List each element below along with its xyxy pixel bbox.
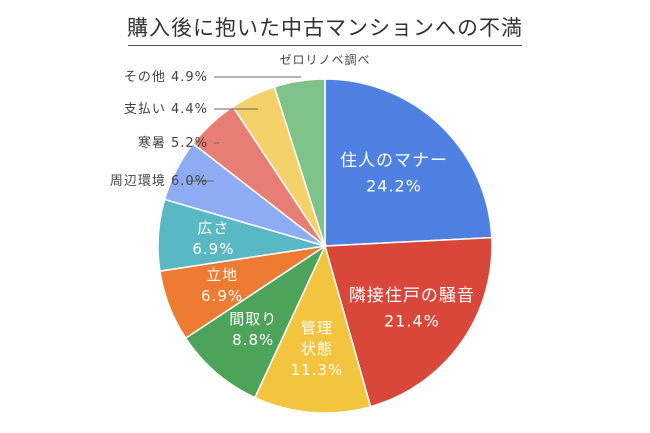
slice-label: 周辺環境 6.0% [110, 174, 208, 189]
chart-subtitle: ゼロリノベ調べ [279, 53, 371, 67]
slice-value: 21.4% [384, 311, 440, 330]
slice-label: 間取り [229, 310, 277, 328]
slice-label: 立地 [206, 266, 238, 284]
pie-slice [184, 243, 327, 399]
slices [157, 78, 493, 414]
pie-slice [324, 236, 493, 408]
slice-value: 4.9% [171, 70, 208, 85]
slice-value: 6.9% [201, 287, 243, 305]
title-underline [128, 45, 522, 46]
pie-slice [273, 78, 326, 247]
slice-value: 24.2% [366, 176, 422, 195]
slice-label: 管理 [301, 319, 333, 337]
chart-title: 購入後に抱いた中古マンションへの不満 [127, 16, 523, 40]
slice-label: 支払い 4.4% [124, 102, 208, 117]
slice-label: 状態 [301, 340, 333, 358]
slice-value: 11.3% [291, 361, 344, 379]
slice-label: 隣接住戸の騒音 [349, 286, 475, 306]
slice-label: 寒暑 5.2% [138, 135, 208, 151]
slice-value: 6.9% [192, 240, 234, 258]
slice-label: 広さ [197, 219, 229, 237]
pie-slice [324, 78, 493, 247]
slice-value: 8.8% [232, 331, 274, 349]
pie-slice [253, 243, 372, 414]
slice-label: 住人のマナー [340, 151, 448, 171]
slice-label: その他 4.9% [124, 70, 208, 85]
slice-value: 6.0% [171, 174, 208, 189]
slice-value: 4.4% [171, 102, 208, 117]
slice-value: 5.2% [171, 136, 208, 151]
